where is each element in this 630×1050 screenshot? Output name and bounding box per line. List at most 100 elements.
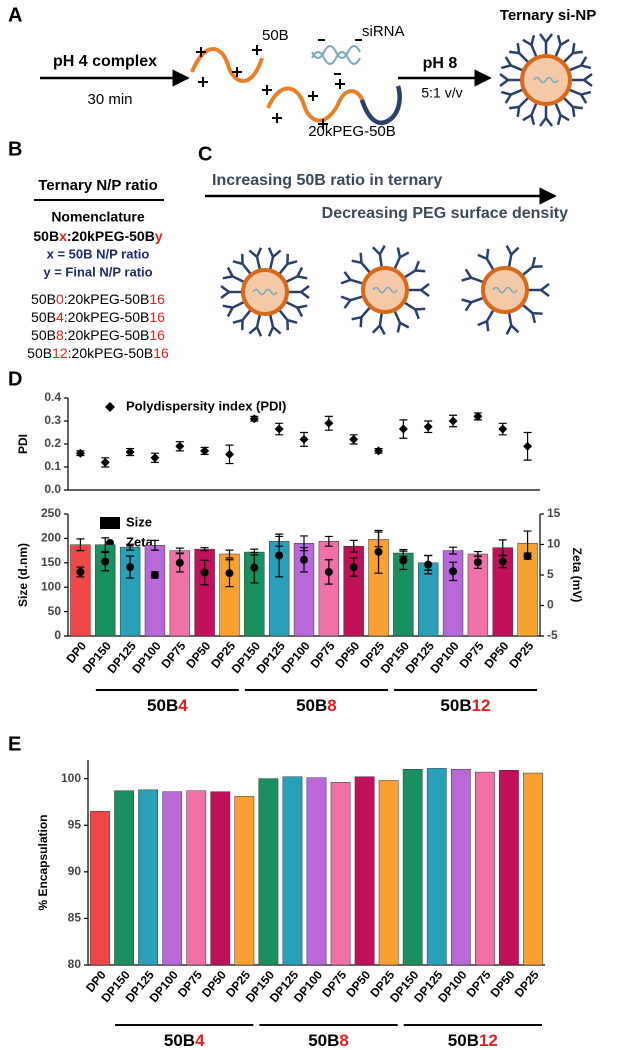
point [498, 424, 508, 434]
sirna-helix [311, 45, 361, 65]
point [274, 424, 284, 434]
peg-spike [248, 247, 263, 271]
nomenclature-heading: Nomenclature [51, 209, 145, 225]
x-tick-label: DP25 [512, 968, 542, 1000]
nomenclature-row: 50B12:20kPEG-50B16 [27, 345, 169, 361]
core-sirna [252, 288, 278, 296]
peg-spike [277, 308, 298, 331]
peg-label: 20kPEG-50B [308, 123, 396, 140]
nomenclature-rows: 50B0:20kPEG-50B1650B4:20kPEG-50B1650B8:2… [27, 291, 169, 361]
peg-spike [340, 294, 365, 309]
point [101, 557, 110, 566]
x-definition: x = 50B N/P ratio [47, 246, 150, 261]
peg-spike [509, 96, 530, 117]
highlight: 16 [149, 327, 165, 343]
bar [306, 777, 327, 966]
peg-spike [567, 88, 592, 104]
peg-spike [567, 56, 592, 72]
y2-tick-label: 5 [547, 567, 554, 581]
point [324, 567, 333, 576]
peg-spike [477, 308, 496, 332]
peg-spike [500, 56, 525, 72]
peg-spike [267, 313, 282, 337]
bar [258, 778, 279, 966]
peg-spike [461, 296, 485, 312]
y-tick-label: 80 [68, 957, 82, 971]
core-sirna [492, 286, 518, 294]
bar [144, 544, 166, 637]
panel-label: D [8, 368, 22, 390]
core-sirna [372, 286, 398, 294]
charge-plus [196, 45, 262, 87]
bar [354, 776, 375, 966]
y-tick-label: 95 [68, 817, 82, 831]
point [225, 569, 234, 578]
y-tick-label: 90 [68, 864, 82, 878]
nomenclature-row: 50B8:20kPEG-50B16 [31, 327, 165, 343]
y-tick-label: 200 [41, 531, 61, 545]
text-part: :20kPEG-50B [64, 291, 150, 307]
point [224, 449, 234, 459]
y-tick-label: 100 [61, 771, 81, 785]
x-tick-label: DP50 [481, 639, 511, 671]
peg-spike [402, 300, 426, 320]
point [449, 567, 458, 576]
highlight: 4 [195, 1031, 205, 1050]
group-label: 50B4 [164, 1031, 205, 1050]
nanoparticle [340, 244, 430, 336]
y2-axis-title: Zeta (mV) [570, 548, 584, 603]
bar [162, 791, 183, 966]
charge-plus [262, 79, 345, 129]
chart: 0.0 0.1 0.2 0.3 0.4 PDI Polydispersity index (… [16, 390, 540, 496]
point [75, 448, 85, 458]
point [200, 568, 209, 577]
group-label: 50B12 [440, 696, 490, 715]
point [275, 551, 284, 560]
nomenclature-row: 50B4:20kPEG-50B16 [31, 309, 165, 325]
bar [114, 790, 134, 966]
panel-label: E [8, 733, 21, 755]
peg-spike [393, 247, 410, 271]
bar [318, 541, 340, 637]
peg-spike [521, 256, 543, 277]
point [398, 424, 408, 434]
y-tick-label: 0 [54, 628, 61, 642]
error-bar [349, 539, 358, 553]
text-part: 50B [448, 1031, 479, 1050]
point [349, 434, 359, 444]
group-label: 50B8 [296, 696, 337, 715]
peg-spike [570, 73, 593, 87]
charge-minus [318, 39, 362, 75]
bar [499, 770, 519, 966]
bar [378, 780, 399, 966]
bar [210, 791, 231, 966]
highlight: 12 [52, 345, 68, 361]
point [175, 441, 185, 451]
error-bar [324, 535, 333, 547]
highlight: 8 [56, 327, 64, 343]
bar [426, 768, 447, 966]
text-part: 50B [31, 291, 56, 307]
legend-label: Polydispersity index (PDI) [126, 398, 286, 413]
point [150, 453, 160, 463]
peg-spike [267, 247, 282, 271]
y-tick-label: 0.4 [44, 390, 61, 404]
point [175, 558, 184, 567]
peg-spike [554, 101, 570, 126]
charts: 0.0 0.1 0.2 0.3 0.4 PDI Polydispersity index (… [16, 390, 584, 1050]
nanoparticle [461, 245, 550, 335]
peg-spike [248, 313, 263, 337]
peg-spike [509, 43, 530, 64]
x-tick-label: DP100 [129, 639, 164, 676]
peg-spike [371, 244, 386, 269]
point [523, 552, 532, 561]
point [250, 563, 259, 572]
point [473, 558, 482, 567]
peg-spike [407, 283, 430, 297]
legend-marker [100, 517, 120, 529]
text-part: 50B [33, 228, 59, 244]
peg-spike [461, 268, 485, 284]
